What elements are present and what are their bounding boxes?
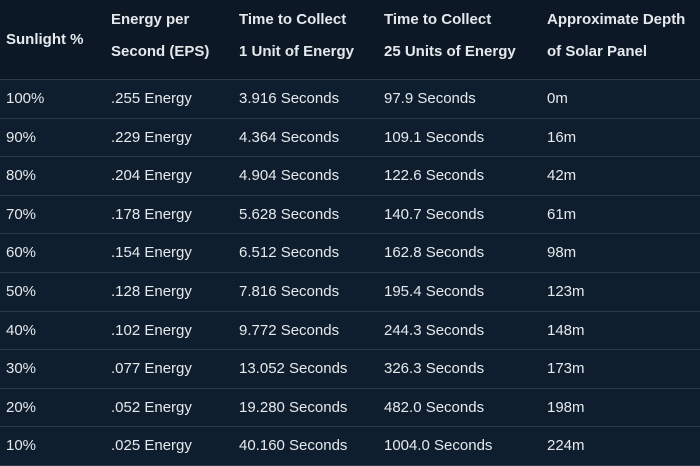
table-row: 100% .255 Energy 3.916 Seconds 97.9 Seconds… xyxy=(0,80,700,119)
table-cell: 1004.0 Seconds xyxy=(384,437,493,455)
table-row: 90% .229 Energy 4.364 Seconds 109.1 Seconds… xyxy=(0,119,700,158)
header-text: Energy per xyxy=(111,11,190,28)
table-row: 50% .128 Energy 7.816 Seconds 195.4 Seconds… xyxy=(0,273,700,312)
table-cell: 195.4 Seconds xyxy=(384,283,485,300)
header-text: 25 Units of Energy xyxy=(384,43,516,60)
header-cell: Time to Collect 25 Units of Energy xyxy=(384,4,516,68)
table-cell: .025 Energy xyxy=(111,437,192,455)
header-text: Sunlight % xyxy=(6,31,84,48)
table-cell: 30% xyxy=(6,360,37,378)
table-cell: 61m xyxy=(547,205,577,223)
table-row: 30% .077 Energy 13.052 Seconds 326.3 Second… xyxy=(0,350,700,389)
table-cell: 16m xyxy=(547,128,577,146)
table-cell: 140.7 Seconds xyxy=(384,205,485,223)
header-cell: Approximate Depth of Solar Panel xyxy=(547,4,685,68)
table-cell: 224m xyxy=(547,437,585,455)
table-cell: .229 Energy xyxy=(111,128,192,146)
table-cell: .204 Energy xyxy=(111,167,192,185)
table-row: 70% .178 Energy 5.628 Seconds 140.7 Seconds… xyxy=(0,196,700,235)
table-cell: 42m xyxy=(547,167,577,185)
header-cell: Energy per Second (EPS) xyxy=(111,4,209,68)
table-cell: .255 Energy xyxy=(111,90,192,107)
header-text: 1 Unit of Energy xyxy=(239,43,355,60)
table-cell: 100% xyxy=(6,90,45,107)
table-cell: 40.160 Seconds xyxy=(239,437,348,455)
table-cell: 6.512 Seconds xyxy=(239,244,340,262)
table-cell: 90% xyxy=(6,128,37,146)
table-cell: 162.8 Seconds xyxy=(384,244,485,262)
table-row: 20% .052 Energy 19.280 Seconds 482.0 Second… xyxy=(0,389,700,428)
table-cell: 4.904 Seconds xyxy=(239,167,340,185)
header-text: of Solar Panel xyxy=(547,43,648,60)
header-text: Approximate Depth xyxy=(547,11,686,28)
table-cell: 13.052 Seconds xyxy=(239,360,348,378)
table-cell: 19.280 Seconds xyxy=(239,398,348,416)
table-cell: 7.816 Seconds xyxy=(239,283,340,300)
table-cell: 20% xyxy=(6,398,37,416)
table-cell: .178 Energy xyxy=(111,205,192,223)
table-header: Sunlight % Energy per Second (EPS) Time to … xyxy=(0,0,700,80)
table-row: 40% .102 Energy 9.772 Seconds 244.3 Seconds… xyxy=(0,312,700,351)
table-cell: .102 Energy xyxy=(111,321,192,339)
table-cell: 3.916 Seconds xyxy=(239,90,340,107)
table-cell: 148m xyxy=(547,321,585,339)
table-cell: 173m xyxy=(547,360,585,378)
table-cell: 50% xyxy=(6,283,37,300)
header-text: Time to Collect xyxy=(239,11,347,28)
table-cell: 98m xyxy=(547,244,577,262)
table-cell: .154 Energy xyxy=(111,244,192,262)
table-cell: 122.6 Seconds xyxy=(384,167,485,185)
table-cell: 60% xyxy=(6,244,37,262)
table-cell: 244.3 Seconds xyxy=(384,321,485,339)
table-cell: 40% xyxy=(6,321,37,339)
table-cell: 9.772 Seconds xyxy=(239,321,340,339)
table-cell: 97.9 Seconds xyxy=(384,90,476,107)
table-row: 10% .025 Energy 40.160 Seconds 1004.0 Secon… xyxy=(0,427,700,466)
table-cell: 10% xyxy=(6,437,37,455)
table-cell: 326.3 Seconds xyxy=(384,360,485,378)
table-cell: .077 Energy xyxy=(111,360,192,378)
table-cell: 0m xyxy=(547,90,568,107)
table-cell: 109.1 Seconds xyxy=(384,128,485,146)
table-cell: 70% xyxy=(6,205,37,223)
table-cell: .128 Energy xyxy=(111,283,192,300)
table-cell: 4.364 Seconds xyxy=(239,128,340,146)
header-cell: Sunlight % xyxy=(6,24,84,56)
table-cell: 482.0 Seconds xyxy=(384,398,485,416)
table-cell: 198m xyxy=(547,398,585,416)
table-cell: .052 Energy xyxy=(111,398,192,416)
table-row: 80% .204 Energy 4.904 Seconds 122.6 Seconds… xyxy=(0,157,700,196)
table-cell: 5.628 Seconds xyxy=(239,205,340,223)
header-text: Time to Collect xyxy=(384,11,492,28)
header-cell: Time to Collect 1 Unit of Energy xyxy=(239,4,354,68)
header-text: Second (EPS) xyxy=(111,43,210,60)
table-cell: 80% xyxy=(6,167,37,185)
table-cell: 123m xyxy=(547,283,585,300)
table-row: 60% .154 Energy 6.512 Seconds 162.8 Seconds… xyxy=(0,234,700,273)
